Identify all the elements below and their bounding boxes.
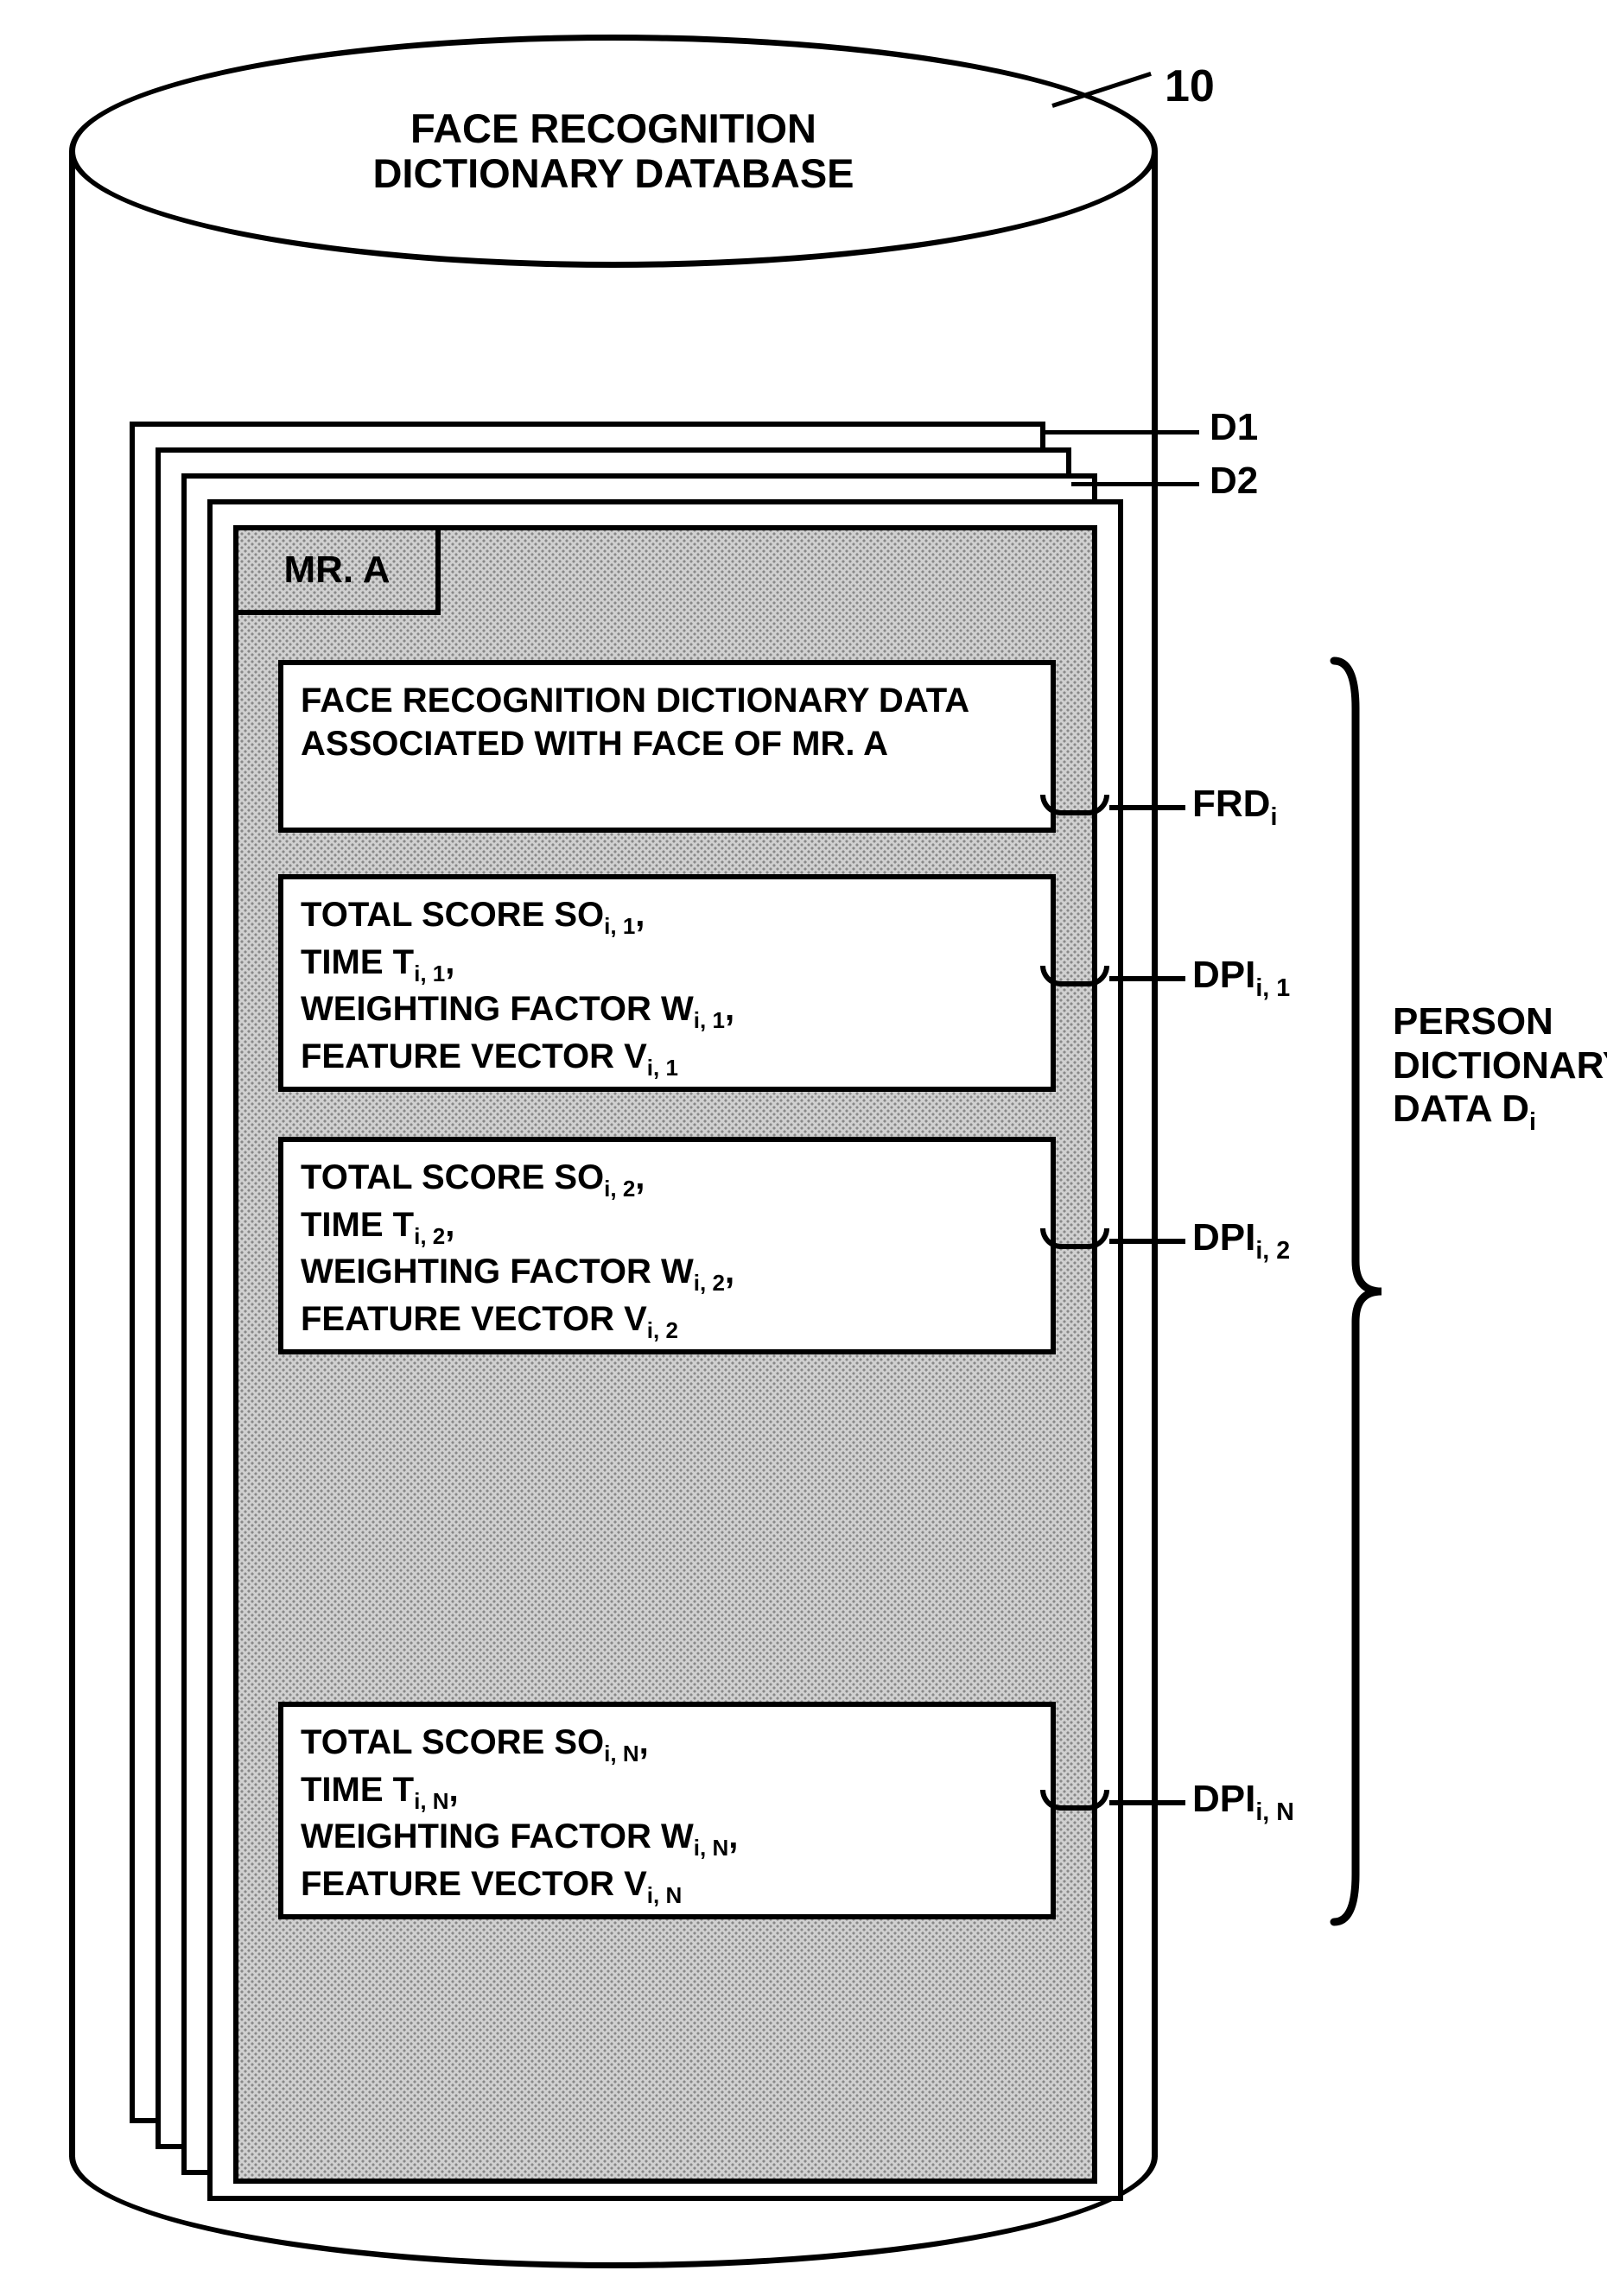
dpiN-hook [1040,1790,1109,1811]
box-dpi2: TOTAL SCORE SOi, 2, TIME Ti, 2, WEIGHTIN… [278,1137,1056,1354]
card-front: MR. A FACE RECOGNITION DICTIONARY DATA A… [233,525,1097,2184]
db-title: FACE RECOGNITION DICTIONARY DATABASE [372,106,854,195]
d1-leader [1045,430,1199,434]
dpi2-line4: FEATURE VECTOR Vi, 2 [301,1297,1033,1345]
dpiN-line3: WEIGHTING FACTOR Wi, N, [301,1815,1033,1862]
frd-label: FRDi [1192,783,1277,832]
brace-label: PERSON DICTIONARY DATA Di [1393,1000,1607,1137]
d2-label: D2 [1210,460,1258,503]
card-tab: MR. A [233,525,441,615]
dpi2-line1: TOTAL SCORE SOi, 2, [301,1156,1033,1203]
dpiN-label: DPIi, N [1192,1778,1294,1827]
tab-label: MR. A [283,549,390,592]
box-dpiN: TOTAL SCORE SOi, N, TIME Ti, N, WEIGHTIN… [278,1702,1056,1919]
dpi2-label: DPIi, 2 [1192,1216,1290,1265]
dpi1-line2: TIME Ti, 1, [301,941,1033,988]
dpi1-label: DPIi, 1 [1192,954,1290,1003]
dpi2-line3: WEIGHTING FACTOR Wi, 2, [301,1250,1033,1297]
frd-text: FACE RECOGNITION DICTIONARY DATA ASSOCIA… [301,682,969,763]
dpi1-leader [1109,976,1185,981]
dpiN-line1: TOTAL SCORE SOi, N, [301,1721,1033,1768]
dpi2-hook [1040,1228,1109,1249]
dpi1-hook [1040,966,1109,986]
id-label: 10 [1165,60,1215,112]
d1-label: D1 [1210,406,1258,449]
box-dpi1: TOTAL SCORE SOi, 1, TIME Ti, 1, WEIGHTIN… [278,874,1056,1092]
dpi1-line3: WEIGHTING FACTOR Wi, 1, [301,987,1033,1035]
brace-icon [1325,656,1386,1926]
frd-hook [1040,795,1109,815]
dpiN-leader [1109,1800,1185,1805]
frd-leader [1109,805,1185,810]
box-frd: FACE RECOGNITION DICTIONARY DATA ASSOCIA… [278,660,1056,833]
dpi2-line2: TIME Ti, 2, [301,1203,1033,1251]
dpi2-leader [1109,1239,1185,1244]
dpiN-line2: TIME Ti, N, [301,1768,1033,1816]
cylinder-top: FACE RECOGNITION DICTIONARY DATABASE [69,35,1158,268]
dpiN-line4: FEATURE VECTOR Vi, N [301,1862,1033,1910]
diagram-root: FACE RECOGNITION DICTIONARY DATABASE 10 … [69,35,1538,2246]
dpi1-line1: TOTAL SCORE SOi, 1, [301,893,1033,941]
d2-leader [1071,482,1199,486]
dpi1-line4: FEATURE VECTOR Vi, 1 [301,1035,1033,1082]
